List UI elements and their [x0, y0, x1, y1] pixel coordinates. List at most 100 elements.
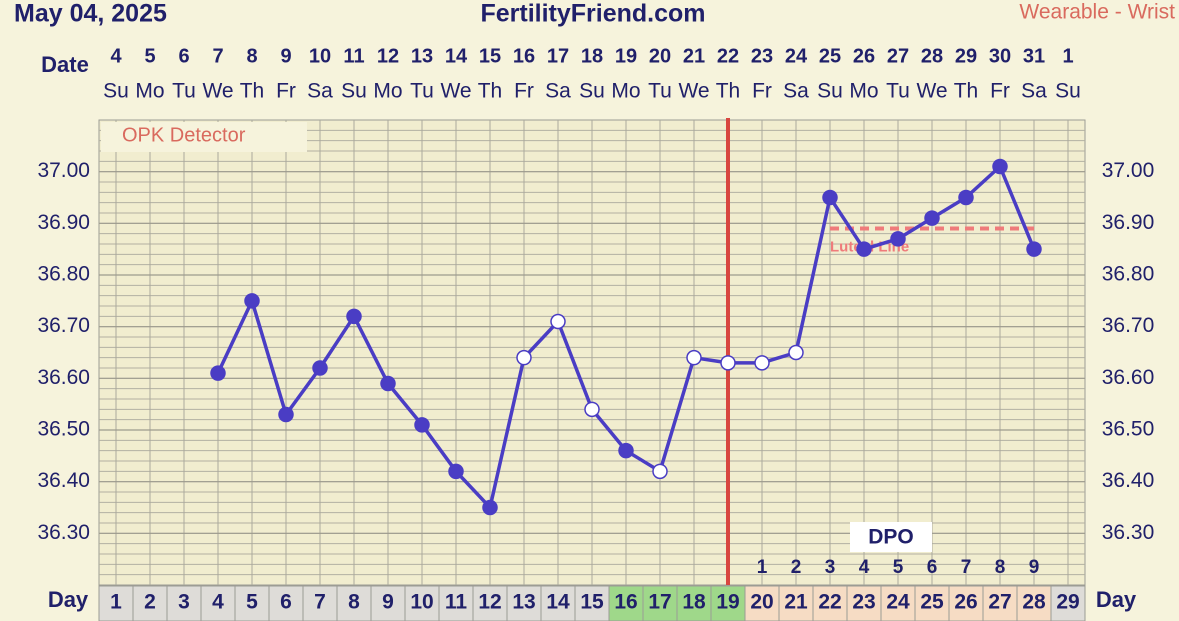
- day-number: 25: [920, 591, 944, 614]
- weekday-label: Fr: [514, 80, 534, 103]
- date-label: 8: [246, 45, 257, 67]
- y-tick-label-right: 36.30: [1102, 521, 1155, 544]
- temperature-point: [210, 365, 226, 381]
- day-number: 14: [546, 591, 570, 614]
- y-tick-label: 36.50: [37, 418, 90, 441]
- temperature-point: [992, 158, 1008, 175]
- temperature-point: [278, 406, 294, 423]
- temperature-point: [618, 442, 634, 459]
- weekday-label: Su: [817, 80, 843, 103]
- date-label: 15: [479, 45, 501, 67]
- temperature-point: [1026, 241, 1042, 257]
- date-label: 20: [649, 45, 671, 67]
- date-label: 25: [819, 45, 841, 67]
- weekday-label: Th: [240, 80, 265, 103]
- weekday-label: Mo: [611, 80, 640, 103]
- day-cell: [608, 585, 644, 621]
- weekday-label: Mo: [849, 80, 878, 103]
- day-cell: [574, 585, 610, 621]
- day-cell: [846, 585, 882, 621]
- day-number: 12: [478, 591, 501, 614]
- day-number: 8: [348, 591, 360, 614]
- temperature-point: [924, 210, 940, 226]
- weekday-label: Su: [579, 80, 605, 103]
- opk-label: OPK Detector: [122, 124, 246, 146]
- date-label: 23: [751, 45, 773, 67]
- weekday-label: Mo: [373, 80, 402, 103]
- day-number: 26: [954, 591, 977, 614]
- day-cell: [506, 585, 542, 621]
- y-tick-label: 36.40: [37, 469, 90, 492]
- weekday-label: We: [440, 80, 471, 103]
- day-number: 5: [246, 591, 258, 614]
- y-tick-label-right: 36.80: [1102, 263, 1155, 286]
- temperature-point: [380, 375, 396, 392]
- day-cell: [778, 585, 814, 621]
- weekday-label: Sa: [1021, 80, 1047, 103]
- opk-box: [101, 122, 307, 152]
- weekday-label: Th: [478, 80, 503, 103]
- day-number: 24: [886, 591, 910, 614]
- dpo-box: [850, 522, 932, 552]
- temperature-point: [550, 313, 566, 330]
- y-tick-label: 37.00: [37, 159, 90, 182]
- day-cell: [132, 585, 168, 621]
- date-label: 4: [110, 45, 122, 67]
- day-cell: [302, 585, 338, 621]
- y-tick-label: 36.70: [37, 314, 90, 337]
- weekday-label: Su: [1055, 80, 1081, 103]
- y-tick-label: 36.30: [37, 521, 90, 544]
- day-cell: [336, 585, 372, 621]
- temperature-point: [414, 417, 430, 433]
- date-label: 10: [309, 45, 331, 67]
- weekday-label: Tu: [648, 80, 672, 103]
- weekday-label: Tu: [886, 80, 910, 103]
- date-label: 12: [377, 45, 399, 67]
- day-number: 6: [280, 591, 292, 614]
- day-number: 28: [1022, 591, 1046, 614]
- dpo-number: 7: [961, 557, 972, 578]
- temperature-point: [958, 189, 974, 206]
- day-number: 4: [212, 591, 224, 614]
- day-number: 16: [614, 591, 637, 614]
- y-tick-label: 36.90: [37, 211, 90, 234]
- day-cell: [642, 585, 678, 621]
- date-label: 7: [212, 45, 223, 67]
- temperature-point: [720, 355, 736, 371]
- date-label: Date: [41, 52, 89, 77]
- date-label: 21: [683, 45, 705, 67]
- temperature-point: [516, 349, 532, 366]
- date-label: 11: [343, 45, 364, 67]
- temperature-point: [312, 360, 328, 376]
- date-label: 5: [144, 45, 155, 67]
- dpo-number: 6: [927, 557, 938, 578]
- day-number: 18: [682, 591, 706, 614]
- date-label: 27: [887, 45, 909, 67]
- day-number: 10: [410, 591, 433, 614]
- date-label: 17: [547, 45, 569, 67]
- date-label: 13: [411, 45, 433, 67]
- temperature-point: [890, 231, 906, 247]
- dpo-number: 1: [757, 557, 768, 578]
- y-tick-label-right: 36.40: [1102, 469, 1155, 492]
- weekday-label: Tu: [172, 80, 196, 103]
- temperature-point: [448, 463, 464, 480]
- day-cell: [676, 585, 712, 621]
- weekday-label: Sa: [545, 80, 571, 103]
- day-number: 13: [512, 591, 535, 614]
- chart-date: May 04, 2025: [14, 0, 167, 28]
- date-label: 31: [1023, 45, 1045, 67]
- day-number: 27: [988, 591, 1011, 614]
- temperature-point: [856, 241, 872, 257]
- dpo-label: DPO: [868, 526, 914, 549]
- date-label: 28: [921, 45, 943, 67]
- date-label: 26: [853, 45, 875, 67]
- day-number: 23: [852, 591, 875, 614]
- day-number: 17: [648, 591, 671, 614]
- y-tick-label-right: 36.50: [1102, 418, 1155, 441]
- dpo-number: 3: [825, 557, 836, 578]
- day-cell: [812, 585, 848, 621]
- weekday-label: Mo: [135, 80, 164, 103]
- temperature-point: [346, 308, 362, 325]
- y-tick-label: 36.60: [37, 366, 90, 389]
